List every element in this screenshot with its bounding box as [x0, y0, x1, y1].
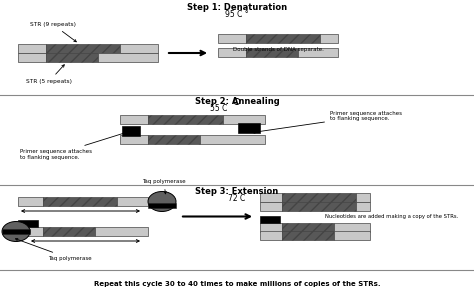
Bar — [2, 229, 30, 234]
Text: Primer sequence attaches
to flanking sequence.: Primer sequence attaches to flanking seq… — [20, 131, 130, 160]
Bar — [223, 115, 265, 124]
Bar — [120, 135, 148, 144]
Text: 95 C °: 95 C ° — [225, 10, 249, 19]
Bar — [218, 48, 246, 57]
Bar — [122, 126, 140, 136]
Bar — [260, 202, 282, 211]
Bar — [356, 193, 370, 202]
Ellipse shape — [2, 221, 30, 241]
Text: Double strands of DNA separate.: Double strands of DNA separate. — [233, 47, 323, 52]
Bar — [148, 203, 176, 208]
Bar — [117, 197, 148, 206]
Bar — [18, 227, 43, 236]
Bar — [282, 202, 356, 211]
Bar — [246, 48, 298, 57]
Text: Nucleotides are added making a copy of the STRs.: Nucleotides are added making a copy of t… — [325, 214, 458, 219]
Text: STR (9 repeats): STR (9 repeats) — [30, 22, 76, 42]
Bar — [46, 53, 98, 62]
Bar — [0, 270, 474, 298]
Bar — [334, 231, 370, 240]
Bar — [260, 223, 282, 232]
Bar — [43, 197, 117, 206]
Bar — [260, 193, 282, 202]
Bar — [260, 231, 282, 240]
Text: Repeat this cycle 30 to 40 times to make millions of copies of the STRs.: Repeat this cycle 30 to 40 times to make… — [94, 281, 380, 287]
Bar — [246, 34, 320, 43]
Text: 55 C: 55 C — [210, 104, 228, 113]
Bar — [18, 44, 46, 53]
Bar — [282, 231, 334, 240]
Bar — [298, 48, 338, 57]
Text: Taq polymerase: Taq polymerase — [16, 238, 91, 261]
Text: Step 3: Extension: Step 3: Extension — [195, 187, 279, 196]
Bar — [0, 185, 474, 270]
Bar — [200, 135, 265, 144]
Bar — [148, 115, 223, 124]
Bar — [0, 0, 474, 95]
Bar — [356, 202, 370, 211]
Bar — [18, 220, 38, 227]
Bar — [18, 197, 43, 206]
Bar — [98, 53, 158, 62]
Bar — [320, 34, 338, 43]
Bar — [95, 227, 148, 236]
Text: Step 2: Annealing: Step 2: Annealing — [195, 97, 279, 106]
Bar — [334, 223, 370, 232]
Bar — [43, 227, 95, 236]
Bar — [18, 53, 46, 62]
Bar — [282, 223, 334, 232]
Text: STR (5 repeats): STR (5 repeats) — [26, 65, 72, 84]
Text: Step 1: Denaturation: Step 1: Denaturation — [187, 3, 287, 12]
Bar — [218, 34, 246, 43]
Bar — [0, 95, 474, 185]
Ellipse shape — [148, 192, 176, 212]
Bar — [46, 44, 120, 53]
Text: Taq polymerase: Taq polymerase — [142, 179, 186, 194]
Text: 72 C: 72 C — [228, 194, 246, 203]
Bar — [148, 135, 200, 144]
Bar — [260, 216, 280, 223]
Bar — [282, 193, 356, 202]
Bar — [120, 115, 148, 124]
Bar — [238, 123, 260, 133]
Text: Primer sequence attaches
to flanking sequence.: Primer sequence attaches to flanking seq… — [253, 111, 402, 133]
Bar — [120, 44, 158, 53]
